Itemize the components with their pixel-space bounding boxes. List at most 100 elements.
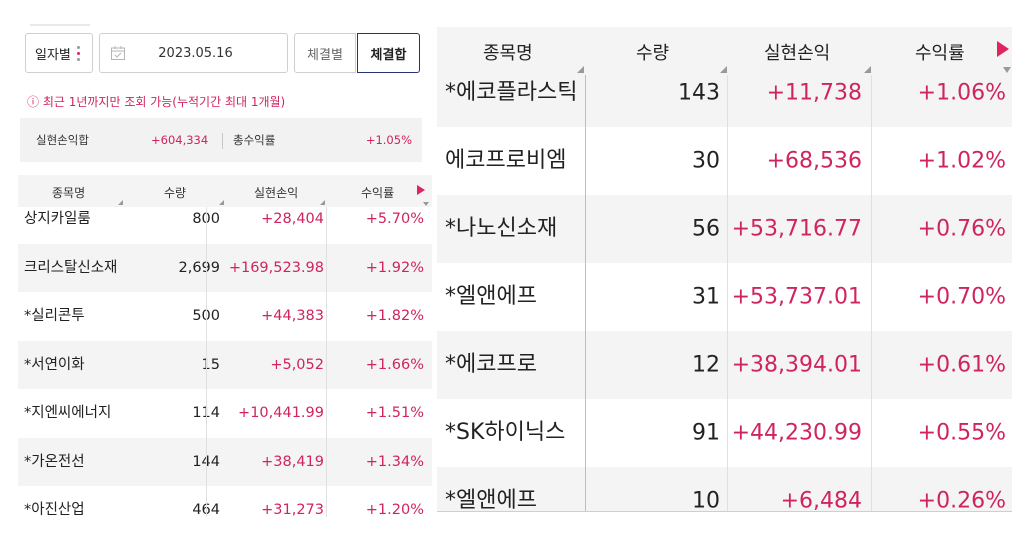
stock-name: *엘앤에프 <box>445 284 537 309</box>
date-value: 2023.05.16 <box>158 45 233 61</box>
stock-rate: +1.66% <box>365 356 424 373</box>
header-name[interactable]: 종목명 <box>483 43 533 64</box>
sort-down-icon <box>423 202 429 206</box>
stock-rate: +0.26% <box>917 488 1006 513</box>
stock-name: *나노신소재 <box>445 216 558 241</box>
stock-qty: 2,699 <box>178 259 220 276</box>
table-row[interactable]: 상지카일룸 800 +28,404 +5.70% <box>18 207 432 244</box>
total-rate-value: +1.05% <box>365 133 412 147</box>
stock-name: *가온전선 <box>24 453 85 470</box>
table-row[interactable]: 크리스탈신소재 2,699 +169,523.98 +1.92% <box>18 243 432 292</box>
stock-profit: +5,052 <box>270 356 324 373</box>
sort-down-icon <box>1003 67 1011 73</box>
left-table-body: 상지카일룸 800 +28,404 +5.70% 크리스탈신소재 2,699 +… <box>18 207 432 517</box>
stock-name: *엘앤에프 <box>445 488 537 512</box>
right-panel: 종목명 수량 실현손익 수익률 *에코플라스틱 143 +11,738 +1.0… <box>437 27 1012 512</box>
stock-profit: +6,484 <box>780 488 862 513</box>
scroll-right-icon[interactable] <box>417 185 425 195</box>
right-table-body: *에코플라스틱 143 +11,738 +1.06% 에코프로비엠 30 +68… <box>437 75 1012 512</box>
realized-profit-value: +604,334 <box>151 133 209 147</box>
date-picker[interactable]: 2023.05.16 <box>99 33 288 73</box>
stock-name: *지엔씨에너지 <box>24 405 112 422</box>
table-row[interactable]: *엘앤에프 10 +6,484 +0.26% <box>437 467 1012 512</box>
stock-profit: +10,441.99 <box>238 405 324 422</box>
stock-qty: 91 <box>692 420 720 446</box>
stock-qty: 12 <box>692 352 720 378</box>
header-qty[interactable]: 수량 <box>164 186 187 200</box>
stock-profit: +44,383 <box>261 308 324 325</box>
sort-corner-icon <box>720 66 727 73</box>
table-row[interactable]: *나노신소재 56 +53,716.77 +0.76% <box>437 195 1012 263</box>
stock-rate: +1.02% <box>917 148 1006 174</box>
column-divider <box>727 75 728 512</box>
table-row[interactable]: *아진산업 464 +31,273 +1.20% <box>18 486 432 517</box>
header-profit[interactable]: 실현손익 <box>764 43 831 64</box>
stock-rate: +1.51% <box>365 405 424 422</box>
sort-corner-icon <box>118 200 123 205</box>
column-divider <box>206 207 207 517</box>
stock-qty: 30 <box>692 148 720 174</box>
table-bottom-border <box>437 511 1012 512</box>
summary-box: 실현손익합 +604,334 총수익률 +1.05% <box>20 118 422 162</box>
table-row[interactable]: *에코플라스틱 143 +11,738 +1.06% <box>437 75 1012 127</box>
realized-profit-label: 실현손익합 <box>36 133 89 147</box>
stock-name: 상지카일룸 <box>24 211 91 228</box>
stock-profit: +44,230.99 <box>731 420 862 446</box>
header-rate[interactable]: 수익률 <box>915 43 965 64</box>
tab-execution-sum-label: 체결합 <box>370 47 407 63</box>
table-row[interactable]: 에코프로비엠 30 +68,536 +1.02% <box>437 127 1012 195</box>
stock-name: *에코프로 <box>445 352 537 377</box>
stock-qty: 10 <box>692 488 720 513</box>
stock-rate: +5.70% <box>365 211 424 228</box>
summary-divider <box>222 133 223 149</box>
scroll-right-icon[interactable] <box>997 41 1009 57</box>
stock-profit: +11,738 <box>766 80 862 106</box>
stock-qty: 56 <box>692 216 720 242</box>
stock-profit: +53,716.77 <box>731 216 862 242</box>
stock-rate: +1.82% <box>365 308 424 325</box>
header-qty[interactable]: 수량 <box>636 43 670 64</box>
header-name[interactable]: 종목명 <box>52 186 86 200</box>
table-row[interactable]: *지엔씨에너지 114 +10,441.99 +1.51% <box>18 389 432 438</box>
table-row[interactable]: *SK하이닉스 91 +44,230.99 +0.55% <box>437 399 1012 467</box>
table-row[interactable]: *서연이화 15 +5,052 +1.66% <box>18 340 432 389</box>
table-row[interactable]: *엘앤에프 31 +53,737.01 +0.70% <box>437 263 1012 331</box>
right-table-header: 종목명 수량 실현손익 수익률 <box>437 27 1012 75</box>
stock-profit: +38,394.01 <box>731 352 862 378</box>
calendar-icon <box>110 45 126 61</box>
left-panel: 일자별 2023.05.16 체결별 체결합 ⓘ 최근 1년까지만 조회 가능(… <box>0 0 432 537</box>
stock-qty: 143 <box>678 80 720 106</box>
total-rate-label: 총수익률 <box>233 133 276 147</box>
stock-profit: +38,419 <box>261 453 324 470</box>
sort-corner-icon <box>320 200 325 205</box>
tab-execution-sum[interactable]: 체결합 <box>357 33 420 73</box>
tab-by-execution[interactable]: 체결별 <box>294 33 356 73</box>
stock-rate: +1.20% <box>365 502 424 517</box>
notice-text: ⓘ 최근 1년까지만 조회 가능(누적기간 최대 1개월) <box>27 95 286 109</box>
stock-name: *실리콘투 <box>24 308 85 325</box>
stock-qty: 31 <box>692 284 720 310</box>
period-mode-select[interactable]: 일자별 <box>25 33 93 73</box>
stock-name: 에코프로비엠 <box>445 148 567 173</box>
stock-rate: +0.61% <box>917 352 1006 378</box>
column-divider <box>871 75 872 512</box>
stock-profit: +169,523.98 <box>228 259 324 276</box>
header-profit[interactable]: 실현손익 <box>254 186 299 200</box>
table-row[interactable]: *에코프로 12 +38,394.01 +0.61% <box>437 331 1012 399</box>
sort-corner-icon <box>219 200 224 205</box>
stock-rate: +1.92% <box>365 259 424 276</box>
stock-name: *SK하이닉스 <box>445 420 566 445</box>
frozen-column-divider <box>585 75 586 512</box>
stock-rate: +0.70% <box>917 284 1006 310</box>
stock-rate: +1.34% <box>365 453 424 470</box>
stock-profit: +28,404 <box>261 211 324 228</box>
table-row[interactable]: *실리콘투 500 +44,383 +1.82% <box>18 292 432 341</box>
stock-name: *에코플라스틱 <box>445 80 578 105</box>
sort-corner-icon <box>577 66 584 73</box>
more-dots-icon <box>76 45 80 61</box>
tab-by-execution-label: 체결별 <box>307 47 343 63</box>
stock-name: *서연이화 <box>24 356 85 373</box>
header-rate[interactable]: 수익률 <box>361 186 395 200</box>
table-row[interactable]: *가온전선 144 +38,419 +1.34% <box>18 437 432 486</box>
stock-rate: +1.06% <box>917 80 1006 106</box>
